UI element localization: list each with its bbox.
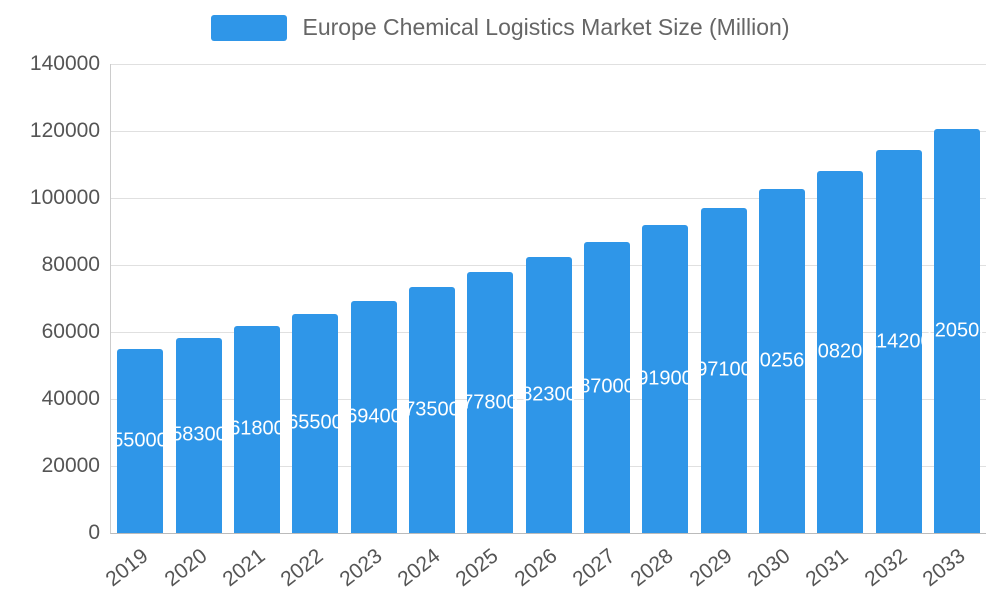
bar-2030[interactable] [759, 189, 805, 533]
y-tick-label: 140000 [29, 52, 100, 75]
bar-2020[interactable] [176, 338, 222, 533]
plot-area: 55000 58300 61800 65500 69400 73500 77800 82300… [110, 64, 990, 534]
y-tick-label: 20000 [41, 454, 100, 477]
bar-2027[interactable] [584, 242, 630, 533]
x-tick-label: 2026 [510, 544, 562, 592]
y-tick-label: 80000 [41, 253, 100, 276]
chart-title: Europe Chemical Logistics Market Size (M… [302, 14, 790, 40]
gridline [111, 131, 986, 132]
bar-2021[interactable] [234, 326, 280, 533]
y-tick-label: 100000 [29, 186, 100, 209]
bar-2031[interactable] [817, 171, 863, 533]
gridline [111, 198, 986, 199]
bar-2028[interactable] [642, 225, 688, 533]
bar-2022[interactable] [292, 314, 338, 533]
x-tick-label: 2022 [276, 544, 328, 592]
x-tick-label: 2031 [801, 544, 853, 592]
bar-2029[interactable] [701, 208, 747, 533]
y-tick-label: 60000 [41, 320, 100, 343]
x-tick-label: 2030 [743, 544, 795, 592]
chart-legend[interactable]: Europe Chemical Logistics Market Size (M… [0, 14, 1000, 41]
x-tick-label: 2032 [860, 544, 912, 592]
bar-2032[interactable] [876, 150, 922, 533]
bar-2033[interactable] [934, 129, 980, 533]
bar-2026[interactable] [526, 257, 572, 533]
x-tick-label: 2021 [218, 544, 270, 592]
x-tick-label: 2019 [101, 544, 153, 592]
bar-2019[interactable] [117, 349, 163, 533]
bar-2025[interactable] [467, 272, 513, 533]
x-tick-label: 2024 [393, 544, 445, 592]
y-tick-label: 40000 [41, 387, 100, 410]
y-tick-label: 0 [88, 521, 100, 544]
x-tick-label: 2025 [451, 544, 503, 592]
x-tick-label: 2033 [918, 544, 970, 592]
x-tick-label: 2027 [568, 544, 620, 592]
gridline [111, 64, 986, 65]
x-tick-label: 2023 [335, 544, 387, 592]
x-tick-label: 2029 [685, 544, 737, 592]
bar-2023[interactable] [351, 301, 397, 533]
legend-swatch [210, 14, 287, 41]
y-tick-label: 120000 [29, 119, 100, 142]
x-tick-label: 2020 [160, 544, 212, 592]
x-tick-label: 2028 [626, 544, 678, 592]
bar-2024[interactable] [409, 287, 455, 533]
